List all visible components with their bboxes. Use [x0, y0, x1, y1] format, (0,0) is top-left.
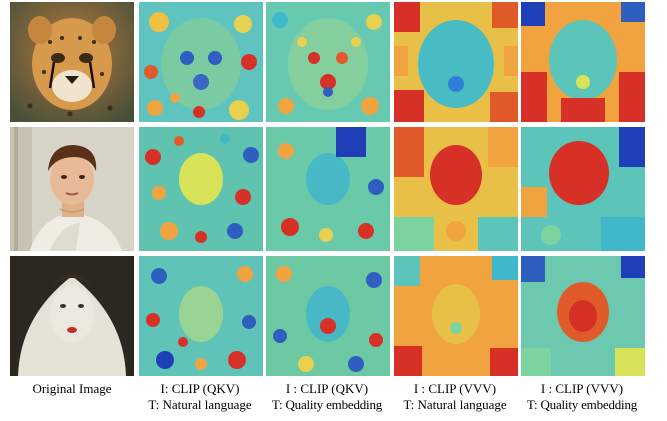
- caption-line1: I : CLIP (VVV): [540, 381, 624, 396]
- caption-line2: T: Natural language: [148, 397, 252, 412]
- heatmap-qkv-natural-young-man: [139, 127, 263, 251]
- heatmap-vvv-quality-veiled-figure: [521, 256, 645, 376]
- heatmap-qkv-natural-veiled-figure: [139, 256, 263, 376]
- original-image-veiled-figure: [10, 256, 134, 376]
- heatmap-qkv-quality-cheetah: [266, 2, 390, 122]
- caption-line1: I : CLIP (QKV): [285, 381, 369, 396]
- heatmap-vvv-natural-young-man: [394, 127, 518, 251]
- heatmap-qkv-natural-cheetah: [139, 2, 263, 122]
- caption-line1: I : CLIP (VVV): [413, 381, 497, 396]
- heatmap-qkv-quality-young-man: [266, 127, 390, 251]
- heatmap-qkv-quality-veiled-figure: [266, 256, 390, 376]
- caption-clip-qkv-natural-language: I: CLIP (QKV) T: Natural language: [134, 381, 266, 413]
- caption-clip-qkv-quality-embedding: I : CLIP (QKV) T: Quality embedding: [261, 381, 393, 413]
- original-image-cheetah: [10, 2, 134, 122]
- caption-line2: T: Quality embedding: [526, 397, 638, 412]
- heatmap-vvv-natural-cheetah: [394, 2, 518, 122]
- caption-line1: Original Image: [32, 381, 112, 396]
- figure-grid: [10, 2, 645, 376]
- caption-line2: T: Natural language: [403, 397, 507, 412]
- heatmap-vvv-quality-cheetah: [521, 2, 645, 122]
- caption-line1: I: CLIP (QKV): [160, 381, 240, 396]
- heatmap-vvv-natural-veiled-figure: [394, 256, 518, 376]
- caption-original-image: Original Image: [6, 381, 138, 397]
- original-image-young-man: [10, 127, 134, 251]
- heatmap-vvv-quality-young-man: [521, 127, 645, 251]
- caption-clip-vvv-natural-language: I : CLIP (VVV) T: Natural language: [389, 381, 521, 413]
- caption-clip-vvv-quality-embedding: I : CLIP (VVV) T: Quality embedding: [516, 381, 648, 413]
- caption-line2: T: Quality embedding: [271, 397, 383, 412]
